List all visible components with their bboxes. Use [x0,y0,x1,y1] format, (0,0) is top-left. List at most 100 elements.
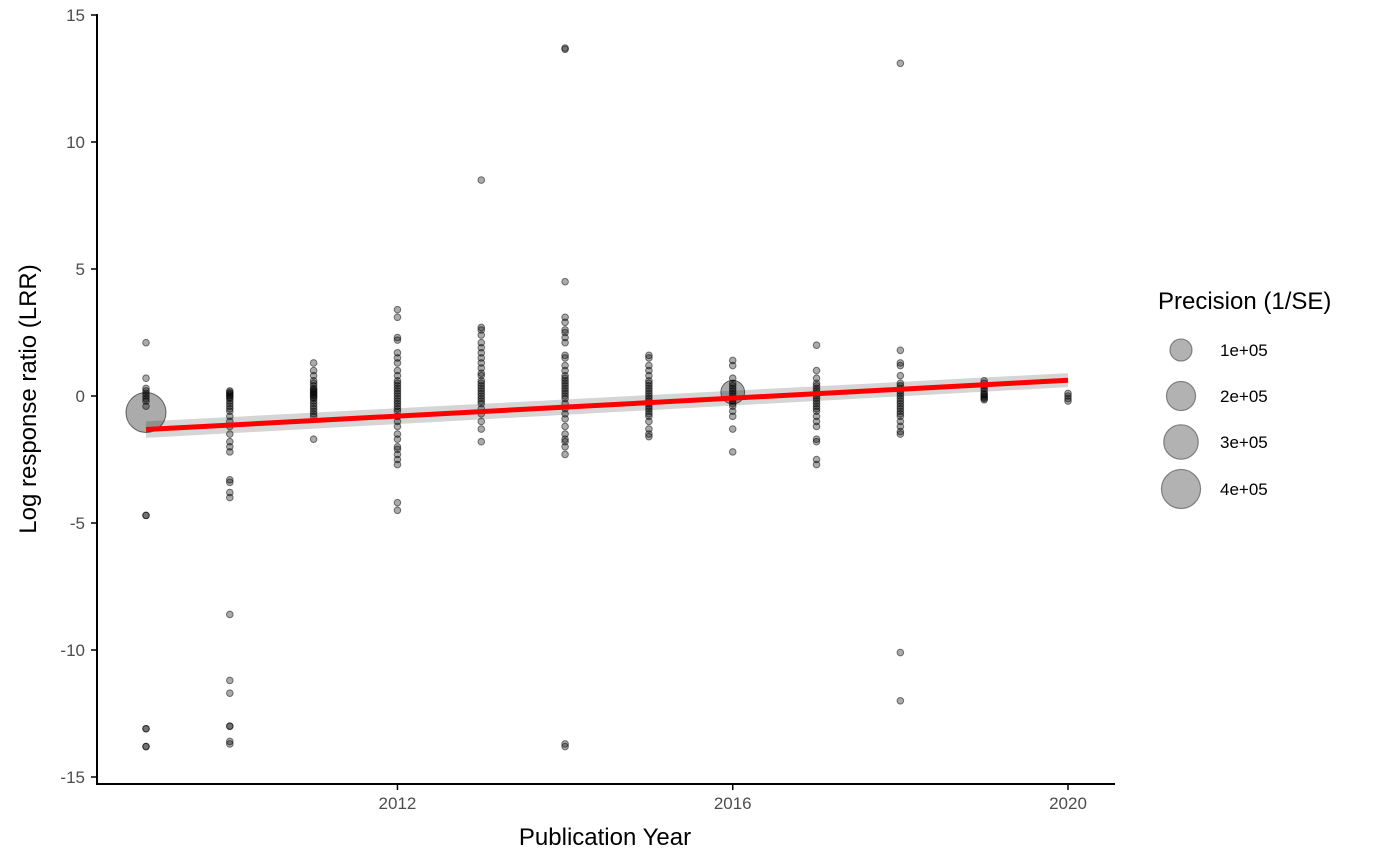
data-point [142,392,150,400]
data-point [896,417,905,426]
data-point [393,382,402,390]
data-point [226,493,234,502]
data-point [561,277,569,286]
data-point [393,460,402,469]
data-point [309,376,318,385]
data-point [393,445,402,454]
legend: Precision (1/SE) 1e+05 2e+05 3e+05 4e+05 [1158,288,1331,510]
y-axis-title: Log response ratio (LRR) [15,264,42,533]
data-point [477,343,486,352]
data-point [393,366,402,375]
data-point [477,323,486,332]
data-point [142,742,150,751]
data-point [812,402,821,410]
data-point [561,430,569,438]
data-point [812,455,821,464]
data-point [393,404,402,413]
data-point [896,407,905,416]
data-point [812,435,821,443]
data-point [812,404,821,413]
y-tick-label: -15 [60,768,85,787]
data-point [1064,397,1072,405]
y-tick-label: 5 [76,260,85,279]
data-point [226,437,234,446]
data-point [561,742,569,751]
y-tick-label: -10 [60,641,85,660]
data-point [226,722,234,731]
data-point [477,379,486,388]
data-point [645,392,653,400]
data-point [309,407,318,416]
legend-entry-label: 4e+05 [1220,480,1268,499]
legend-entry-label: 2e+05 [1220,387,1268,406]
data-point [477,384,486,393]
data-point [1064,389,1072,398]
data-point [477,397,486,405]
data-point [477,399,486,408]
data-point [226,443,234,451]
x-tick-label: 2016 [714,794,752,813]
data-point [896,422,905,431]
data-point [561,354,569,362]
data-point [477,394,486,403]
data-point [393,313,402,322]
data-point [812,374,821,383]
data-point [812,417,821,426]
data-point [561,326,569,334]
data-point [477,371,486,380]
data-point [393,450,402,459]
data-point [645,366,653,375]
data-point [309,399,318,408]
data-point [393,387,402,395]
data-point [393,399,402,408]
data-point [309,435,318,443]
data-point [980,396,988,404]
data-point [561,450,569,459]
data-point [393,498,402,507]
fit-line-layer [145,377,1069,433]
data-point [393,359,402,367]
data-point [309,404,318,413]
data-point [226,412,234,421]
data-point [393,305,402,314]
data-point [812,366,821,375]
data-point [309,397,318,405]
data-point [226,399,234,408]
data-point [812,407,821,416]
data-point [645,354,653,362]
data-point [728,402,737,410]
data-point [393,349,402,357]
data-point [142,402,150,410]
data-point [309,371,318,380]
data-point [226,610,234,619]
data-point [226,676,234,685]
data-point [812,460,821,469]
data-point [896,359,905,367]
data-point [226,394,234,403]
data-point [477,376,486,385]
data-point [728,412,737,421]
data-point [561,328,569,337]
data-point [1064,392,1072,400]
data-point [393,430,402,438]
data-point [645,430,653,438]
data-point [728,356,737,365]
data-point [226,430,234,438]
data-point [226,740,234,748]
data-point [561,422,569,431]
data-point [645,404,653,413]
data-point [309,409,318,418]
data-point [561,45,569,54]
data-point [393,455,402,464]
data-point [812,382,821,390]
data-point [728,384,737,393]
data-point [896,404,905,413]
data-point [561,338,569,347]
legend-key-circle [1163,424,1199,460]
data-point [728,374,737,383]
data-point [226,476,234,484]
data-point [142,394,150,403]
data-point [645,417,653,426]
data-point [393,376,402,385]
data-point [896,397,905,405]
